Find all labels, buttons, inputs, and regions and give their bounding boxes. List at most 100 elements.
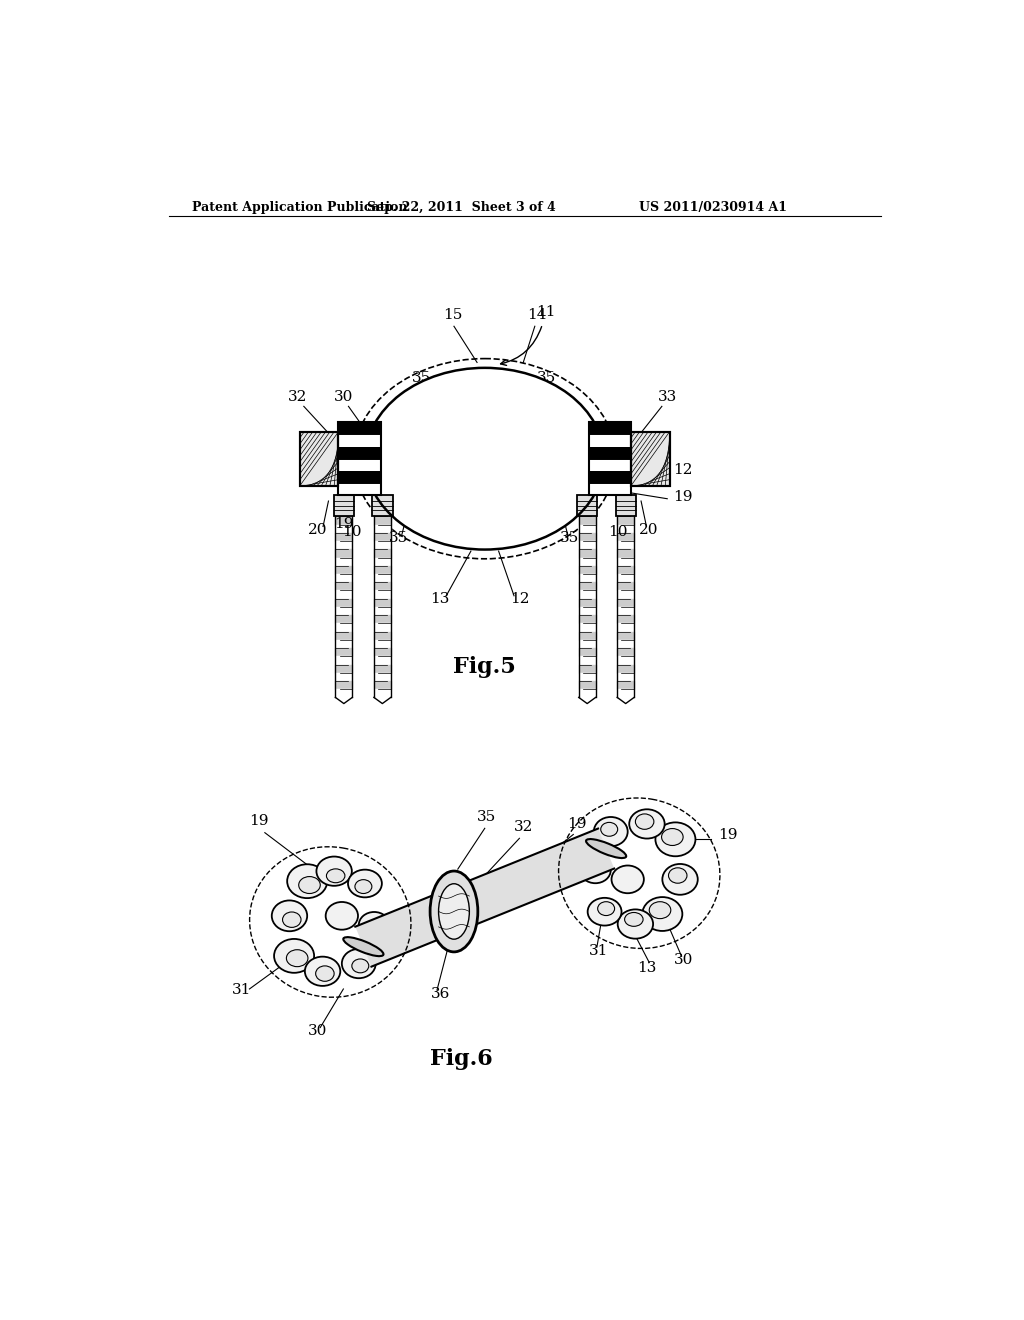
Text: 32: 32 xyxy=(514,820,532,834)
Bar xyxy=(339,434,381,446)
Ellipse shape xyxy=(601,822,617,837)
Text: Sep. 22, 2011  Sheet 3 of 4: Sep. 22, 2011 Sheet 3 of 4 xyxy=(368,201,556,214)
Text: 31: 31 xyxy=(232,983,252,998)
Polygon shape xyxy=(662,296,986,622)
Polygon shape xyxy=(136,296,461,622)
Bar xyxy=(339,446,381,459)
Bar xyxy=(589,483,631,495)
Polygon shape xyxy=(69,296,393,622)
Text: 19: 19 xyxy=(567,817,587,832)
Polygon shape xyxy=(323,296,647,622)
Text: 12: 12 xyxy=(510,593,529,606)
Bar xyxy=(339,471,381,483)
Text: 19: 19 xyxy=(249,814,268,828)
Polygon shape xyxy=(339,296,665,622)
Ellipse shape xyxy=(642,898,682,931)
Ellipse shape xyxy=(315,966,334,981)
Ellipse shape xyxy=(358,912,389,939)
Bar xyxy=(589,434,631,446)
Ellipse shape xyxy=(611,866,644,894)
Bar xyxy=(339,422,381,434)
Text: 30: 30 xyxy=(674,953,693,968)
Polygon shape xyxy=(305,296,631,622)
Polygon shape xyxy=(271,296,596,622)
Text: 31: 31 xyxy=(589,944,608,958)
Polygon shape xyxy=(559,296,885,622)
Bar xyxy=(631,432,670,486)
Bar xyxy=(340,478,373,488)
Polygon shape xyxy=(525,296,851,622)
Ellipse shape xyxy=(305,957,340,986)
Polygon shape xyxy=(577,296,901,622)
Ellipse shape xyxy=(326,902,358,929)
Bar xyxy=(577,495,597,516)
Polygon shape xyxy=(289,296,613,622)
Polygon shape xyxy=(441,296,766,622)
Text: 33: 33 xyxy=(657,389,677,404)
Polygon shape xyxy=(119,296,444,622)
Polygon shape xyxy=(35,296,359,622)
Bar xyxy=(589,471,631,483)
Ellipse shape xyxy=(655,822,695,857)
Text: Patent Application Publication: Patent Application Publication xyxy=(193,201,408,214)
Ellipse shape xyxy=(316,857,352,886)
Polygon shape xyxy=(628,296,952,622)
Ellipse shape xyxy=(625,912,643,927)
Polygon shape xyxy=(170,296,495,622)
Polygon shape xyxy=(0,296,308,622)
Text: Fig.5: Fig.5 xyxy=(454,656,516,677)
Ellipse shape xyxy=(430,871,478,952)
Text: 35: 35 xyxy=(477,809,496,824)
Text: 14: 14 xyxy=(527,308,547,322)
Ellipse shape xyxy=(594,817,628,846)
Polygon shape xyxy=(17,296,342,622)
Polygon shape xyxy=(85,296,410,622)
Text: 30: 30 xyxy=(307,1024,327,1039)
Ellipse shape xyxy=(586,840,627,858)
Polygon shape xyxy=(153,296,478,622)
Ellipse shape xyxy=(327,869,345,883)
Ellipse shape xyxy=(629,809,665,838)
Ellipse shape xyxy=(617,909,653,939)
Polygon shape xyxy=(644,296,969,622)
Ellipse shape xyxy=(271,900,307,931)
Polygon shape xyxy=(458,296,782,622)
Polygon shape xyxy=(220,296,546,622)
Text: 19: 19 xyxy=(719,829,738,842)
Polygon shape xyxy=(102,296,427,622)
Ellipse shape xyxy=(274,939,314,973)
Text: 35: 35 xyxy=(537,371,556,384)
Text: 35: 35 xyxy=(389,531,409,545)
Bar xyxy=(631,432,670,486)
Bar xyxy=(339,459,381,471)
Ellipse shape xyxy=(438,884,469,940)
Polygon shape xyxy=(373,296,698,622)
Polygon shape xyxy=(0,296,326,622)
Text: Fig.6: Fig.6 xyxy=(430,1048,493,1071)
Bar xyxy=(589,446,631,459)
Bar xyxy=(339,422,381,495)
Text: 13: 13 xyxy=(637,961,656,974)
Ellipse shape xyxy=(588,898,622,925)
Polygon shape xyxy=(509,296,834,622)
Polygon shape xyxy=(204,296,528,622)
Ellipse shape xyxy=(662,829,683,846)
Text: 10: 10 xyxy=(608,525,628,539)
Polygon shape xyxy=(238,296,562,622)
Polygon shape xyxy=(390,296,715,622)
Text: 12: 12 xyxy=(674,463,693,477)
Polygon shape xyxy=(51,296,376,622)
Bar xyxy=(596,429,630,440)
Polygon shape xyxy=(593,296,919,622)
Ellipse shape xyxy=(299,876,321,894)
Polygon shape xyxy=(492,296,816,622)
Ellipse shape xyxy=(342,949,376,978)
Polygon shape xyxy=(186,296,512,622)
Ellipse shape xyxy=(352,958,369,973)
Text: 36: 36 xyxy=(430,987,450,1001)
Polygon shape xyxy=(543,296,867,622)
Bar xyxy=(589,422,631,495)
Polygon shape xyxy=(407,296,732,622)
Text: 20: 20 xyxy=(308,523,328,537)
Text: 13: 13 xyxy=(430,593,450,606)
